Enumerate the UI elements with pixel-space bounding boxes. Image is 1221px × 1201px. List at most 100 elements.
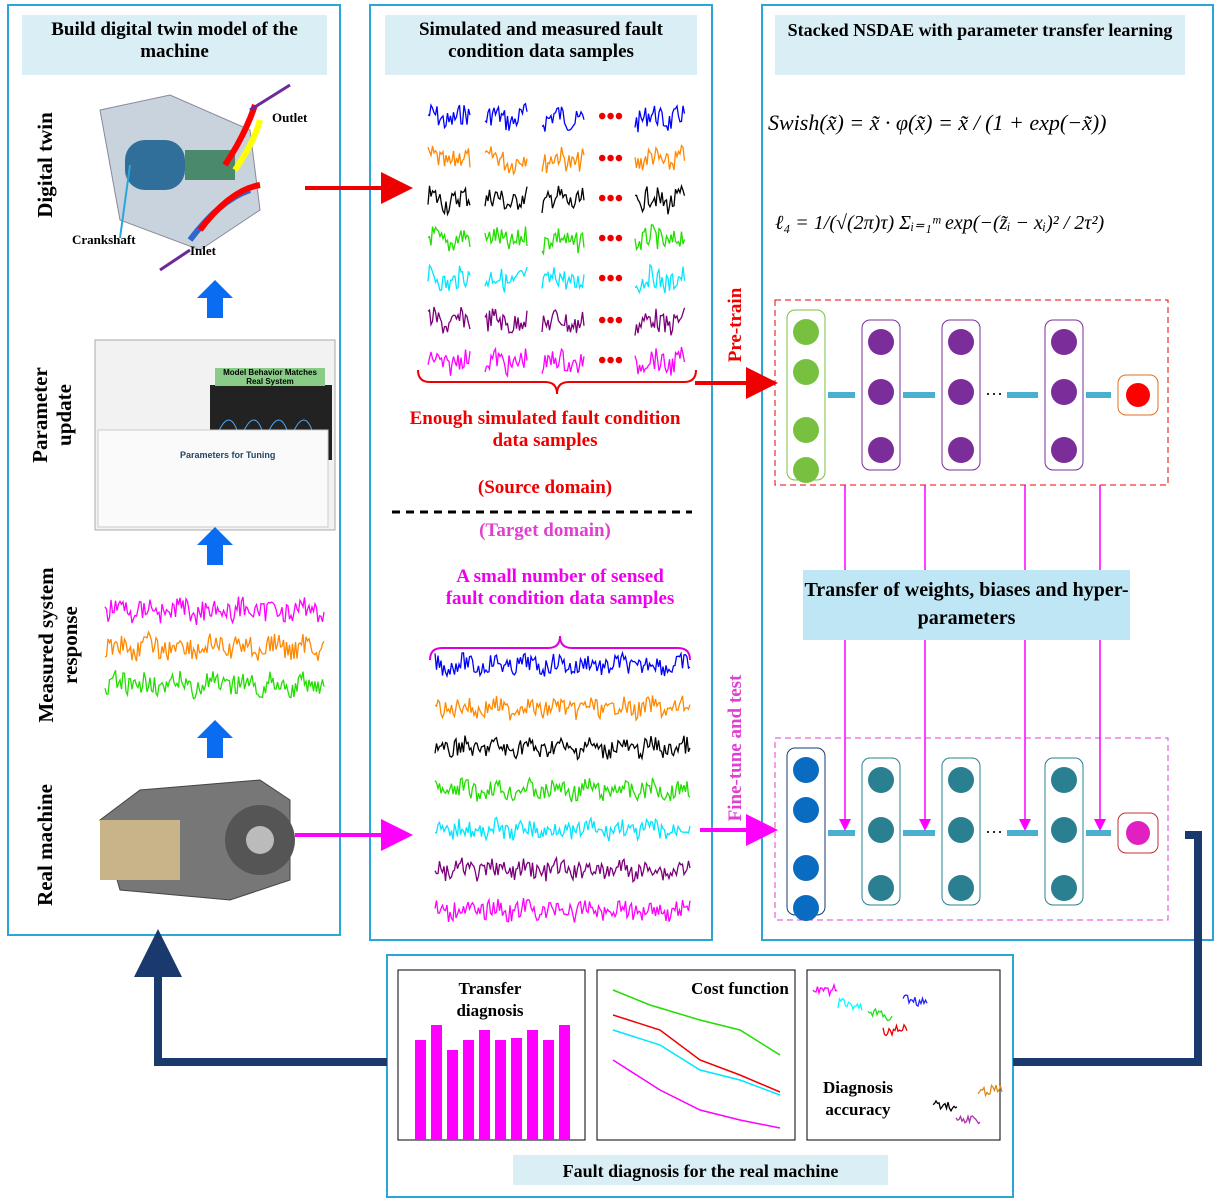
transfer-label: Transfer of weights, biases and hyper-pa…: [803, 570, 1130, 640]
neuron: [793, 319, 819, 345]
signal: [428, 146, 470, 167]
bar: [431, 1025, 442, 1140]
real-machine-image: [100, 780, 295, 900]
stage-label: Fine-tune and test: [724, 675, 748, 822]
neuron: [948, 817, 974, 843]
side-label: Digital twin: [33, 112, 57, 218]
neuron: [1051, 875, 1077, 901]
neuron: [1051, 817, 1077, 843]
bar: [447, 1050, 458, 1140]
diagram: •••••••••••••••••••••······ Build digita…: [0, 0, 1221, 1201]
signal: [105, 597, 324, 625]
neuron: [1126, 821, 1150, 845]
ellipsis: •••: [598, 266, 623, 292]
ellipsis: ···: [985, 822, 1003, 842]
signal: [635, 146, 685, 171]
domain-label: (Source domain): [400, 477, 690, 499]
signal: [485, 309, 527, 333]
ellipsis: •••: [598, 186, 623, 212]
neuron: [1051, 767, 1077, 793]
neuron: [793, 855, 819, 881]
panel-title: Stacked NSDAE with parameter transfer le…: [775, 15, 1185, 75]
signal: [635, 265, 685, 293]
signal: [542, 349, 584, 373]
signal: [635, 225, 685, 250]
signal: [635, 308, 685, 336]
neuron: [793, 797, 819, 823]
ellipsis: •••: [598, 308, 623, 334]
panel-title: Simulated and measured fault condition d…: [385, 15, 697, 75]
signal: [635, 106, 685, 132]
signal: [542, 186, 584, 213]
ellipsis: •••: [598, 104, 623, 130]
neuron: [1051, 437, 1077, 463]
bar: [543, 1040, 554, 1140]
signal: [428, 307, 470, 333]
ellipsis: •••: [598, 348, 623, 374]
neuron: [793, 895, 819, 921]
side-label: Real machine: [33, 784, 57, 906]
signal: [428, 227, 470, 252]
annotation: Crankshaft: [72, 232, 136, 248]
signal: [635, 347, 685, 376]
neuron: [793, 417, 819, 443]
neuron: [868, 379, 894, 405]
annotation: Inlet: [190, 243, 216, 259]
signal: [485, 227, 527, 250]
signal: [435, 778, 690, 802]
side-label: Measured system response: [34, 555, 82, 735]
panel-title: Build digital twin model of the machine: [22, 15, 327, 75]
signal: [435, 898, 690, 922]
screenshot-label: Model Behavior Matches Real System: [215, 368, 325, 386]
bar: [511, 1038, 522, 1140]
signal: [485, 267, 527, 292]
signal: [542, 267, 584, 289]
neuron: [868, 437, 894, 463]
signal: [435, 858, 690, 882]
bar: [527, 1030, 538, 1140]
caption: A small number of sensed fault condition…: [440, 566, 680, 610]
brace: [418, 370, 696, 394]
signal: [485, 187, 527, 210]
signal: [105, 670, 324, 698]
signal: [542, 107, 584, 132]
ellipsis: •••: [598, 226, 623, 252]
bar: [495, 1040, 506, 1140]
bar: [463, 1040, 474, 1140]
neuron: [948, 379, 974, 405]
signal: [435, 695, 690, 720]
signal: [435, 736, 690, 760]
equation: Swish(x̃) = x̃ · φ(x̃) = x̃ / (1 + exp(−…: [768, 110, 1106, 136]
signal: [485, 349, 527, 376]
neuron: [793, 457, 819, 483]
ellipsis: ···: [985, 384, 1003, 404]
annotation: Outlet: [272, 110, 307, 126]
signal: [105, 632, 324, 661]
neuron: [868, 767, 894, 793]
signal: [428, 350, 470, 376]
screenshot-label: Parameters for Tuning: [180, 450, 275, 460]
signal: [435, 653, 690, 677]
signal: [485, 104, 527, 131]
neuron: [1126, 383, 1150, 407]
signal: [635, 186, 685, 214]
neuron: [868, 329, 894, 355]
signal: [428, 105, 470, 128]
bar: [479, 1030, 490, 1140]
neuron: [1051, 329, 1077, 355]
signal: [435, 818, 690, 842]
neuron: [793, 757, 819, 783]
neuron: [948, 437, 974, 463]
signal: [428, 265, 470, 290]
neuron: [948, 767, 974, 793]
signal: [542, 147, 584, 173]
signal: [485, 147, 527, 174]
domain-label: (Target domain): [400, 520, 690, 542]
neuron: [948, 875, 974, 901]
neuron: [1051, 379, 1077, 405]
neuron: [868, 875, 894, 901]
subpanel-title: Transfer diagnosis: [440, 978, 540, 1022]
caption: Enough simulated fault condition data sa…: [400, 408, 690, 452]
equation: ℓ₄ = 1/(√(2π)τ) Σᵢ₌₁ᵐ exp(−(z̃ᵢ − xᵢ)² /…: [775, 210, 1104, 235]
neuron: [868, 817, 894, 843]
